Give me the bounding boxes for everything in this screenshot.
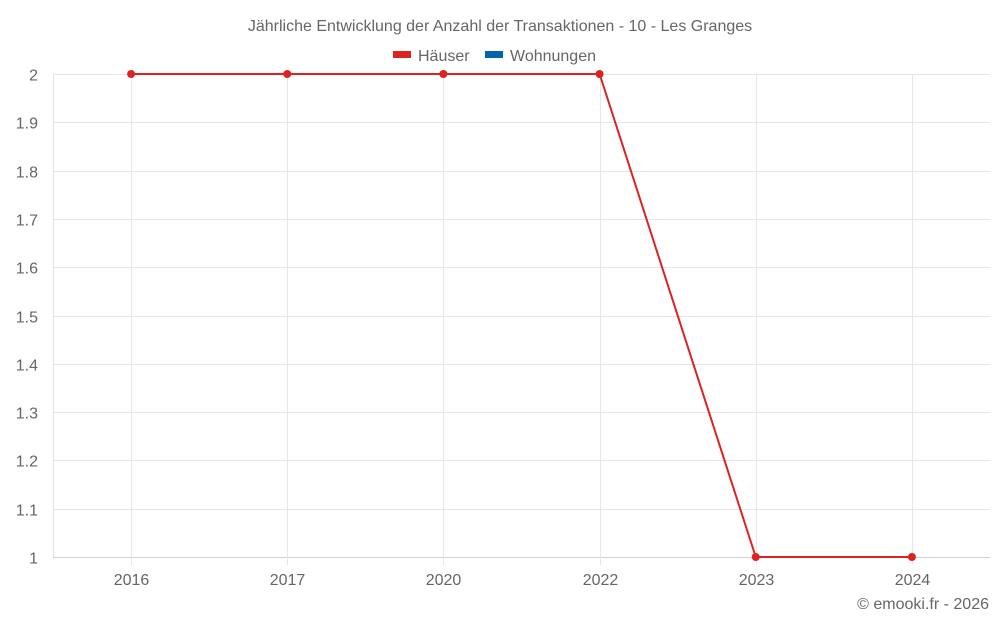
y-axis: 1 1.1 1.2 1.3 1.4 1.5 1.6 1.7 1.8 1.9 2 (16, 68, 38, 568)
legend-swatch-wohnungen (485, 51, 503, 58)
data-point[interactable] (595, 70, 604, 78)
x-tick-label: 2022 (583, 572, 619, 589)
y-tick-label: 1.7 (16, 213, 38, 230)
x-tick-label: 2017 (270, 572, 306, 589)
y-tick-label: 1.4 (16, 358, 38, 375)
y-tick-label: 2 (29, 68, 38, 85)
legend-swatch-haeuser (393, 51, 411, 58)
legend-label-haeuser: Häuser (418, 48, 470, 65)
grid (53, 74, 990, 565)
chart-title: Jährliche Entwicklung der Anzahl der Tra… (248, 18, 752, 35)
legend-label-wohnungen: Wohnungen (510, 48, 596, 65)
y-tick-label: 1.3 (16, 406, 38, 423)
legend: Häuser Wohnungen (393, 48, 596, 65)
x-tick-label: 2016 (114, 572, 150, 589)
legend-item-wohnungen[interactable]: Wohnungen (485, 48, 596, 65)
legend-item-haeuser[interactable]: Häuser (393, 48, 470, 65)
x-axis: 2016 2017 2020 2022 2023 2024 (114, 572, 931, 589)
series-line (131, 73, 912, 558)
x-tick-label: 2024 (895, 572, 931, 589)
x-tick-label: 2020 (426, 572, 462, 589)
y-tick-label: 1.1 (16, 503, 38, 520)
data-point[interactable] (751, 553, 760, 561)
y-tick-label: 1 (29, 551, 38, 568)
x-tick-label: 2023 (739, 572, 775, 589)
y-tick-label: 1.8 (16, 165, 38, 182)
y-tick-label: 1.2 (16, 454, 38, 471)
credit-text: © emooki.fr - 2026 (857, 596, 989, 613)
data-point[interactable] (907, 553, 916, 561)
series-haeuser (127, 70, 916, 561)
data-point[interactable] (283, 70, 292, 78)
y-tick-label: 1.6 (16, 261, 38, 278)
data-point[interactable] (439, 70, 448, 78)
y-tick-label: 1.5 (16, 310, 38, 327)
data-point[interactable] (127, 70, 136, 78)
y-tick-label: 1.9 (16, 116, 38, 133)
